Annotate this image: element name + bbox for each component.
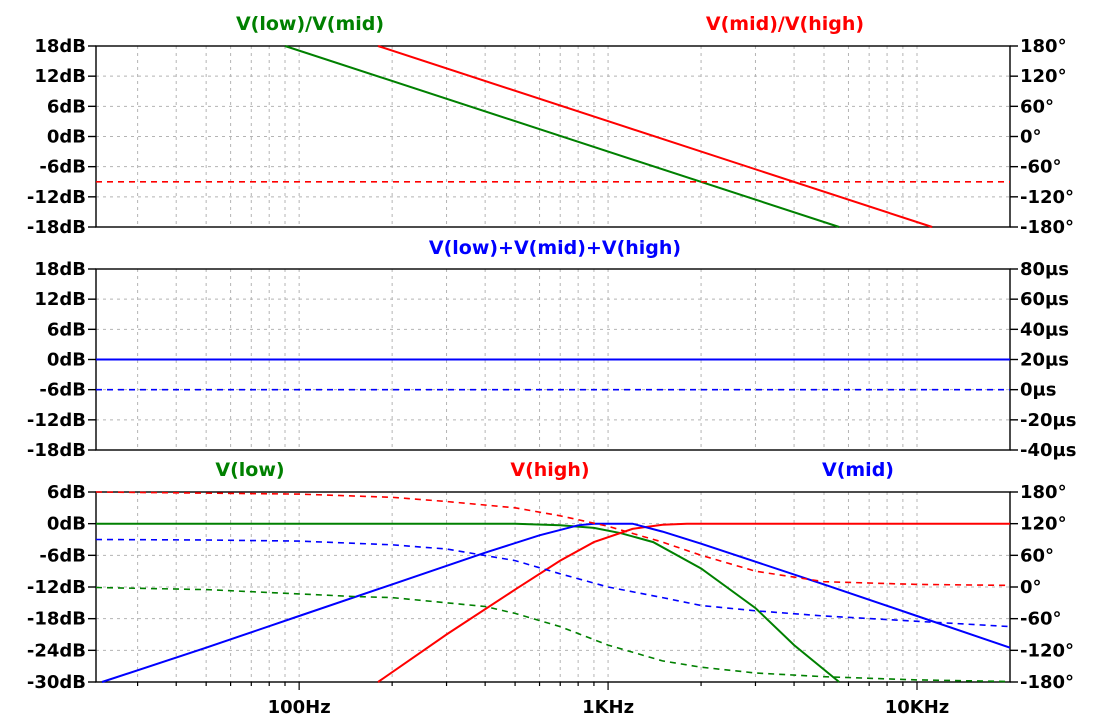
series-blue-solid: [101, 522, 1010, 683]
y-tick-label-left: -30dB: [27, 672, 86, 693]
y-tick-label-right: -180°: [1020, 217, 1074, 238]
x-tick-label: 100Hz: [268, 697, 331, 718]
y-tick-label-right: -120°: [1020, 187, 1074, 208]
panel-title: V(low): [215, 459, 284, 481]
y-tick-label-left: -24dB: [27, 640, 86, 661]
series-red-solid: [377, 45, 933, 228]
y-tick-label-left: 6dB: [47, 96, 86, 117]
panel-title: V(mid)/V(high): [706, 13, 864, 35]
series-green-solid: [284, 45, 840, 228]
series-red-solid: [377, 522, 1010, 683]
y-tick-label-right: -40µs: [1020, 440, 1076, 461]
panel-2: 18dB 12dB 6dB 0dB -6dB -12dB -18dB 80µs 60µs 40µs…: [27, 237, 1077, 461]
y-tick-label-right: 180°: [1020, 36, 1067, 57]
series-green-solid: [96, 522, 840, 683]
y-tick-label-right: 120°: [1020, 514, 1067, 535]
y-tick-label-left: 6dB: [47, 319, 86, 340]
series-red-dashed: [96, 491, 1010, 587]
y-tick-label-left: 6dB: [47, 482, 86, 503]
y-tick-label-left: 0dB: [47, 514, 86, 535]
y-tick-label-left: -6dB: [39, 157, 86, 178]
y-tick-label-left: 0dB: [47, 350, 86, 371]
y-tick-label-left: -6dB: [39, 545, 86, 566]
panel-title: V(low)+V(mid)+V(high): [429, 237, 681, 259]
y-tick-label-right: -60°: [1020, 609, 1062, 630]
y-tick-label-right: 0°: [1020, 127, 1042, 148]
y-tick-label-left: -6dB: [39, 380, 86, 401]
y-tick-label-left: -12dB: [27, 577, 86, 598]
y-tick-label-left: -12dB: [27, 410, 86, 431]
y-tick-label-left: 18dB: [34, 259, 86, 280]
y-tick-label-left: 12dB: [34, 66, 86, 87]
x-tick-label: 10KHz: [885, 697, 950, 718]
y-tick-label-right: 40µs: [1020, 319, 1069, 340]
y-tick-label-left: -18dB: [27, 609, 86, 630]
y-tick-label-left: -18dB: [27, 217, 86, 238]
series-green-dashed: [96, 586, 1010, 683]
y-tick-label-left: -18dB: [27, 440, 86, 461]
y-tick-label-right: 120°: [1020, 66, 1067, 87]
y-tick-label-right: 60°: [1020, 545, 1054, 566]
y-tick-label-left: 0dB: [47, 127, 86, 148]
panel-title: V(mid): [822, 459, 894, 481]
y-tick-label-right: 80µs: [1020, 259, 1069, 280]
y-tick-label-right: 0°: [1020, 577, 1042, 598]
y-tick-label-right: -120°: [1020, 640, 1074, 661]
y-tick-label-right: -180°: [1020, 672, 1074, 693]
y-tick-label-left: 12dB: [34, 289, 86, 310]
x-tick-label: 1KHz: [582, 697, 634, 718]
y-tick-label-right: -60°: [1020, 157, 1062, 178]
y-tick-label-right: 60°: [1020, 96, 1054, 117]
panel-3: 6dB 0dB -6dB -12dB -18dB -24dB -30dB 180° 120° 60…: [27, 459, 1074, 693]
y-tick-label-right: -20µs: [1020, 410, 1076, 431]
panel-1: 18dB 12dB 6dB 0dB -6dB -12dB -18dB 180° 120° 60° 0…: [27, 13, 1074, 238]
y-tick-label-left: 18dB: [34, 36, 86, 57]
y-tick-label-left: -12dB: [27, 187, 86, 208]
panel-title: V(high): [510, 459, 589, 481]
panel-title: V(low)/V(mid): [236, 13, 384, 35]
y-tick-label-right: 20µs: [1020, 350, 1069, 371]
y-tick-label-right: 60µs: [1020, 289, 1069, 310]
y-tick-label-right: 0µs: [1020, 380, 1056, 401]
y-tick-label-right: 180°: [1020, 482, 1067, 503]
